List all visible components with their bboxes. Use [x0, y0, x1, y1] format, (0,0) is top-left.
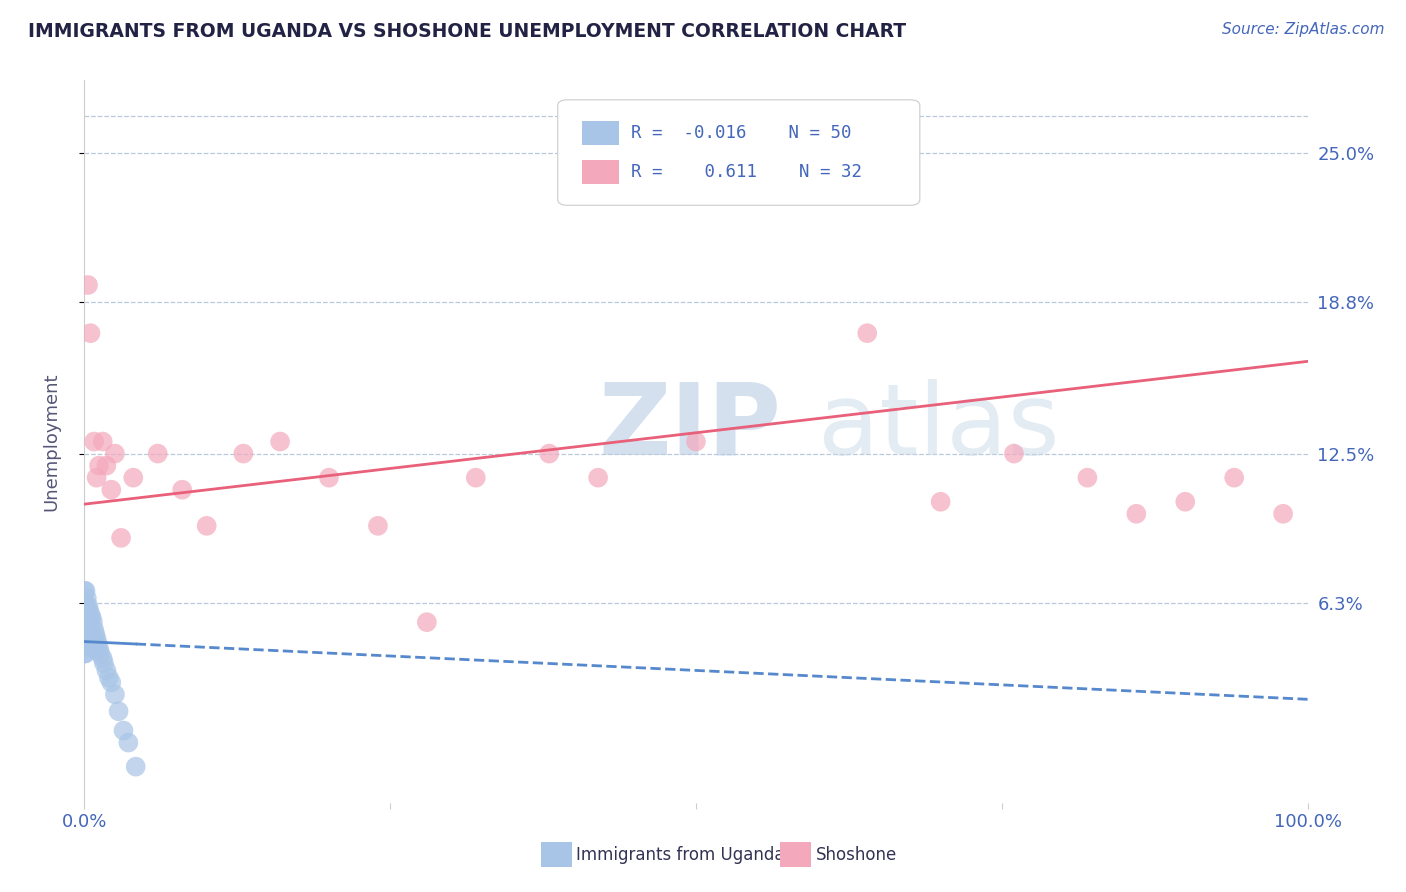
Point — [104, 446, 127, 460]
Point — [83, 434, 105, 449]
Point — [125, 760, 148, 774]
Point — [586, 471, 609, 485]
Point — [83, 623, 105, 637]
Point — [416, 615, 439, 630]
Point — [318, 471, 340, 485]
Point — [75, 647, 97, 661]
Point — [232, 446, 254, 460]
Point — [110, 531, 132, 545]
Point — [77, 632, 100, 646]
Point — [73, 632, 96, 646]
Point — [77, 610, 100, 624]
Point — [87, 641, 110, 656]
Point — [87, 458, 110, 473]
Point — [1223, 471, 1246, 485]
Point — [75, 599, 97, 613]
Point — [86, 471, 108, 485]
Text: ZIP: ZIP — [598, 378, 780, 475]
Point — [96, 664, 118, 678]
Point — [77, 615, 100, 630]
Point — [107, 704, 129, 718]
Point — [73, 623, 96, 637]
Point — [1002, 446, 1025, 460]
Point — [75, 615, 97, 630]
Point — [76, 603, 98, 617]
Point — [100, 675, 122, 690]
Point — [1174, 494, 1197, 508]
Bar — [582, 121, 619, 145]
Point — [1125, 507, 1147, 521]
Point — [80, 610, 103, 624]
Point — [856, 326, 879, 341]
Point — [79, 326, 101, 341]
Point — [367, 519, 389, 533]
Point — [73, 615, 96, 630]
Point — [75, 607, 97, 622]
Point — [464, 471, 486, 485]
Text: R =  -0.016    N = 50: R = -0.016 N = 50 — [631, 124, 852, 142]
Point — [79, 627, 101, 641]
Text: IMMIGRANTS FROM UGANDA VS SHOSHONE UNEMPLOYMENT CORRELATION CHART: IMMIGRANTS FROM UGANDA VS SHOSHONE UNEMP… — [28, 22, 907, 41]
Point — [82, 637, 104, 651]
Point — [91, 434, 114, 449]
FancyBboxPatch shape — [558, 100, 920, 205]
Point — [929, 494, 952, 508]
Point — [96, 458, 118, 473]
Point — [77, 603, 100, 617]
Point — [172, 483, 194, 497]
Point — [77, 599, 100, 613]
Point — [75, 583, 97, 598]
Point — [76, 615, 98, 630]
Text: atlas: atlas — [818, 378, 1060, 475]
Point — [75, 632, 97, 646]
Point — [100, 483, 122, 497]
Point — [783, 182, 806, 196]
Point — [76, 627, 98, 641]
Point — [91, 651, 114, 665]
Point — [83, 641, 105, 656]
Point — [1272, 507, 1295, 521]
Point — [93, 656, 115, 670]
Point — [76, 639, 98, 653]
Point — [86, 632, 108, 646]
Point — [73, 583, 96, 598]
Point — [80, 632, 103, 646]
Point — [104, 687, 127, 701]
Text: Shoshone: Shoshone — [815, 846, 897, 863]
Point — [1076, 471, 1098, 485]
Point — [89, 647, 111, 661]
Y-axis label: Unemployment: Unemployment — [42, 372, 60, 511]
Point — [76, 591, 98, 606]
Text: Source: ZipAtlas.com: Source: ZipAtlas.com — [1222, 22, 1385, 37]
Point — [73, 599, 96, 613]
Point — [97, 671, 120, 685]
Point — [82, 615, 104, 630]
Point — [77, 623, 100, 637]
Point — [79, 607, 101, 622]
Point — [84, 627, 107, 641]
Point — [685, 434, 707, 449]
Bar — [582, 161, 619, 184]
Point — [73, 647, 96, 661]
Point — [117, 735, 139, 749]
Point — [77, 637, 100, 651]
Point — [87, 637, 110, 651]
Point — [195, 519, 218, 533]
Text: R =    0.611    N = 32: R = 0.611 N = 32 — [631, 163, 862, 181]
Point — [146, 446, 169, 460]
Point — [112, 723, 135, 738]
Point — [269, 434, 291, 449]
Point — [73, 639, 96, 653]
Point — [73, 607, 96, 622]
Text: Immigrants from Uganda: Immigrants from Uganda — [576, 846, 785, 863]
Point — [75, 623, 97, 637]
Point — [538, 446, 561, 460]
Point — [122, 471, 145, 485]
Point — [77, 277, 100, 292]
